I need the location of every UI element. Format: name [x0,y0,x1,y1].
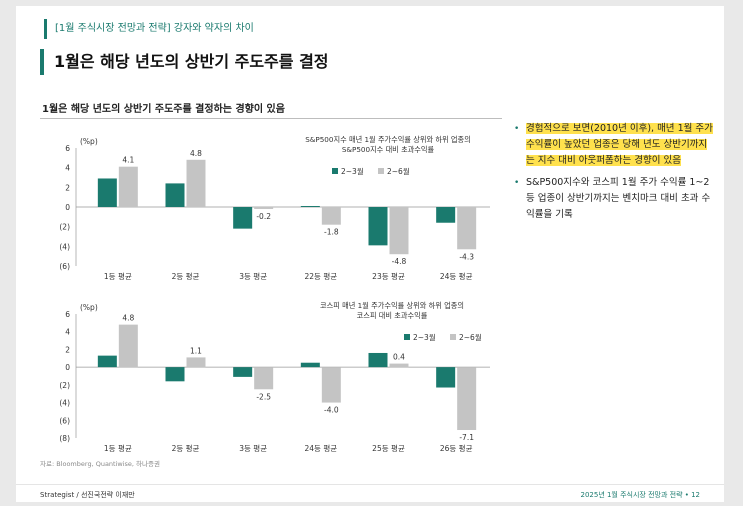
data-label: 4.8 [122,314,134,323]
category-label: 24등 평균 [305,443,338,453]
bar-series1 [436,367,456,388]
data-label: 4.1 [122,156,134,165]
sp500-chart-svg: (%p) 6 4 2 0 (2) (4) (6) 4.1 1등 평균 4.8 2등 평균 -0.2 3등 … [59,135,490,281]
category-label: 2등 평균 [172,271,200,281]
bullet-2-text: S&P500지수와 코스피 1월 주가 수익률 1~2등 업종이 상반기까지는 … [526,177,711,220]
y-tick-label: 2 [65,183,70,192]
footer-rule [16,484,724,485]
legend-swatch [404,334,410,340]
category-label: 1등 평균 [104,443,132,453]
y-tick-label: 2 [65,345,70,354]
kospi-bar-chart: (%p) 6 4 2 0 (2) (4) (6) (8) 4.8 1등 평균 1.1 2등 평균 -2.5… [40,294,500,463]
category-label: 2등 평균 [172,443,200,453]
y-tick-label: (6) [59,262,70,271]
bullet-dot-icon: • [514,178,520,188]
chart-title: 코스피 매년 1월 주가수익률 상위와 하위 업종의 [320,301,464,310]
category-label: 26등 평균 [440,443,473,453]
bar-series2 [254,367,274,390]
bar-series1 [97,178,117,207]
footer-page-info: 2025년 1월 주식시장 전망과 전략 • 12 [580,491,701,499]
y-tick-label: 4 [65,328,70,337]
bar-series1 [233,367,253,377]
bullet-dot-icon: • [514,124,520,134]
data-label: 4.8 [190,149,202,158]
section-tag: [1월 주식시장 전망과 전략] 강자와 약자의 차이 [44,19,254,39]
bar-series2 [118,324,138,368]
bar-series1 [300,206,320,207]
report-page: [1월 주식시장 전망과 전략] 강자와 약자의 차이 1월은 해당 년도의 상… [16,6,724,502]
y-tick-label: 0 [65,203,70,212]
bar-series2 [321,207,341,225]
bar-series2 [186,159,206,207]
bar-series1 [368,207,388,246]
sp500-bar-chart: (%p) 6 4 2 0 (2) (4) (6) 4.1 1등 평균 4.8 2등 평균 -0.2 3등 … [40,126,500,295]
data-label: -0.2 [256,212,271,221]
bullet-1: • 경험적으로 보면(2010년 이후), 매년 1월 주가 수익률이 높았던 … [514,121,714,169]
bullet-2: • S&P500지수와 코스피 1월 주가 수익률 1~2등 업종이 상반기까지… [514,175,714,223]
data-label: -4.8 [392,257,407,266]
y-tick-label: (6) [59,416,70,425]
bar-series1 [165,183,185,207]
bar-series2 [254,207,274,209]
page-title: 1월은 해당 년도의 상반기 주도주를 결정 [40,49,330,75]
bar-series1 [300,362,320,368]
legend-label: 2~6월 [459,332,482,342]
bullet-1-text: 경험적으로 보면(2010년 이후), 매년 1월 주가 수익률이 높았던 업종… [526,123,713,166]
source-note: 자료: Bloomberg, Quantiwise, 하나증권 [40,460,160,468]
category-label: 23등 평균 [372,271,405,281]
y-tick-label: 6 [65,144,70,153]
data-label: -4.0 [324,406,339,415]
y-tick-label: 4 [65,164,70,173]
data-label: -4.3 [459,252,474,261]
category-label: 25등 평균 [372,443,405,453]
data-label: -7.1 [459,433,474,442]
category-label: 3등 평균 [239,443,267,453]
chart-title: 코스피 대비 초과수익률 [357,311,428,320]
legend-swatch [332,168,338,174]
bar-series1 [233,207,253,229]
y-tick-label: (4) [59,399,70,408]
y-tick-label: 0 [65,363,70,372]
legend-label: 2~3월 [341,166,364,176]
legend-swatch [378,168,384,174]
section-tag-label: [1월 주식시장 전망과 전략] [55,23,171,34]
commentary: • 경험적으로 보면(2010년 이후), 매년 1월 주가 수익률이 높았던 … [514,121,714,229]
data-label: -1.8 [324,228,339,237]
chart-subtitle: 1월은 해당 년도의 상반기 주도주를 결정하는 경향이 있음 [42,104,285,115]
legend-label: 2~3월 [413,332,436,342]
subtitle-rule [40,118,502,119]
bar-series1 [165,367,185,382]
data-label: 1.1 [190,346,202,355]
y-tick-label: 6 [65,310,70,319]
bar-series2 [457,207,477,250]
bar-series1 [97,355,117,368]
footer-author: Strategist / 선진국전략 이재만 [40,491,135,499]
legend-label: 2~6월 [387,166,410,176]
bar-series2 [321,367,341,403]
bar-series2 [186,357,206,368]
y-tick-label: (2) [59,223,70,232]
bar-series1 [436,207,456,223]
y-tick-label: (2) [59,381,70,390]
chart-title: S&P500지수 대비 초과수익률 [342,145,435,154]
category-label: 24등 평균 [440,271,473,281]
data-label: -2.5 [256,392,271,401]
y-tick-label: (4) [59,242,70,251]
category-label: 22등 평균 [305,271,338,281]
y-unit-label: (%p) [80,303,98,312]
bar-series2 [118,166,138,207]
bar-series2 [457,367,477,431]
bar-series2 [389,207,409,255]
kospi-chart-svg: (%p) 6 4 2 0 (2) (4) (6) (8) 4.8 1등 평균 1.1 2등 평균 -2.5… [59,301,490,453]
category-label: 3등 평균 [239,271,267,281]
data-label: 0.4 [393,353,405,362]
y-tick-label: (8) [59,434,70,443]
legend-swatch [450,334,456,340]
bar-series1 [368,352,388,368]
chart-title: S&P500지수 매년 1월 주가수익률 상위와 하위 업종의 [305,135,471,144]
bar-series2 [389,363,409,368]
section-tag-sub: 강자와 약자의 차이 [173,23,254,34]
category-label: 1등 평균 [104,271,132,281]
y-unit-label: (%p) [80,137,98,146]
